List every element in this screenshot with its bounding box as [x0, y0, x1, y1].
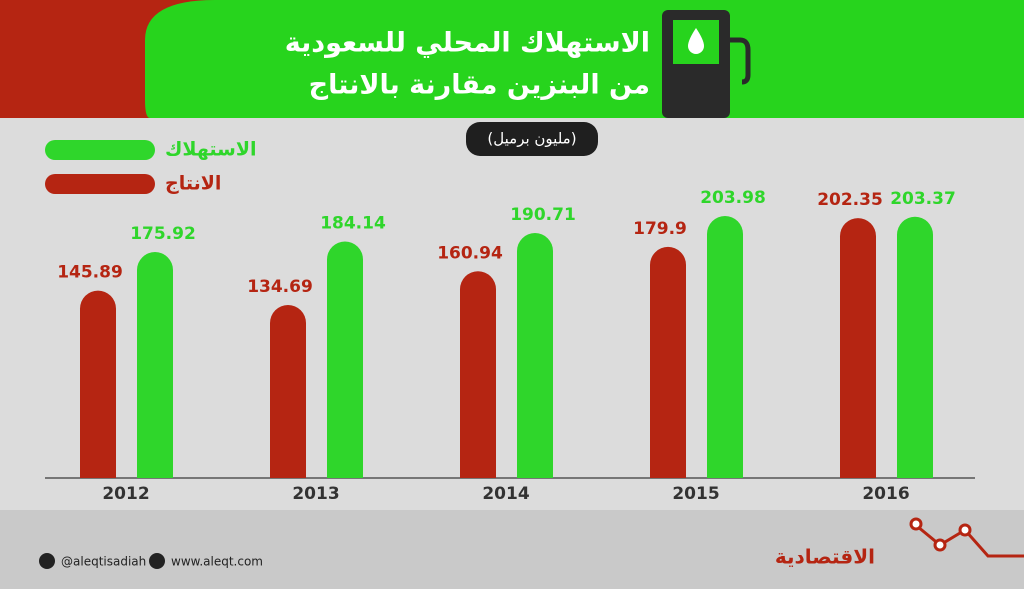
bar [460, 271, 496, 478]
value-label: 202.35 [817, 190, 883, 210]
value-label: 179.9 [633, 219, 687, 239]
bar [840, 218, 876, 478]
value-label: 190.71 [510, 205, 576, 225]
unit-label: (مليون برميل) [487, 130, 576, 148]
bar [897, 216, 933, 478]
legend-swatch [45, 174, 155, 194]
legend-swatch [45, 140, 155, 160]
web-icon [149, 553, 165, 569]
value-label: 203.37 [890, 189, 956, 209]
unit-box [466, 122, 598, 156]
bar [707, 216, 743, 478]
bar [650, 246, 686, 478]
x-tick-label: 2015 [672, 484, 719, 504]
value-label: 175.92 [130, 224, 196, 244]
value-label: 160.94 [437, 243, 503, 263]
x-tick-label: 2016 [862, 484, 909, 504]
value-label: 145.89 [57, 263, 123, 283]
value-label: 203.98 [700, 188, 766, 208]
x-tick-label: 2014 [482, 484, 529, 504]
twitter-icon [39, 553, 55, 569]
value-label: 184.14 [320, 213, 386, 233]
logo-dot [909, 517, 923, 531]
value-label: 134.69 [247, 277, 313, 297]
x-tick-label: 2012 [102, 484, 149, 504]
bar [517, 233, 553, 478]
bar [327, 241, 363, 478]
footer: @aleqtisadiah www.aleqt.com الاقتصادية [39, 517, 1024, 569]
website: www.aleqt.com [171, 555, 263, 569]
logo: الاقتصادية [775, 545, 875, 569]
logo-dot [933, 538, 947, 552]
pump-icon [662, 10, 751, 118]
twitter-handle: @aleqtisadiah [61, 555, 146, 569]
footer-band [0, 510, 1024, 589]
chart-title: الاستهلاك المحلي للسعودية [285, 28, 650, 59]
legend-label: الانتاج [165, 173, 221, 195]
bar [270, 304, 306, 478]
x-tick-label: 2013 [292, 484, 339, 504]
bar [137, 252, 173, 478]
header-green [145, 0, 1024, 118]
legend-label: الاستهلاك [165, 139, 256, 161]
chart-subtitle: من البنزين مقارنة بالانتاج [309, 70, 650, 101]
logo-dot [958, 523, 972, 537]
bar [80, 290, 116, 478]
